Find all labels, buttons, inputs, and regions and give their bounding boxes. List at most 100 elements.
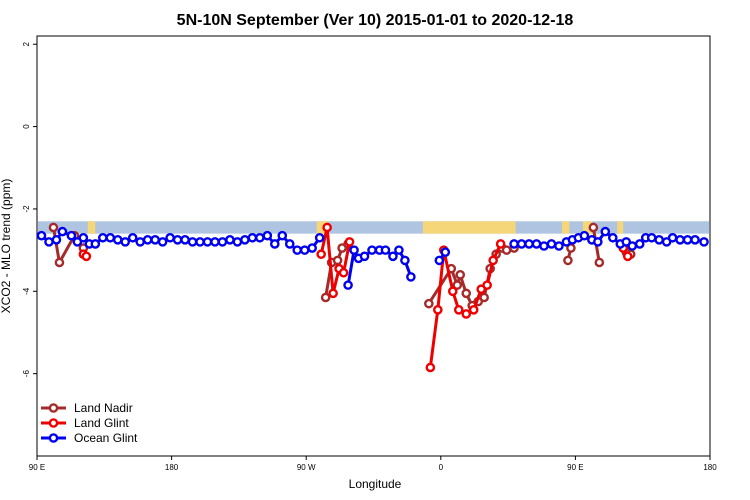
data-point — [135, 237, 145, 247]
data-point — [667, 232, 678, 243]
data-point — [479, 292, 489, 303]
data-point — [112, 235, 123, 245]
data-point — [482, 280, 492, 290]
data-point — [172, 235, 183, 245]
series-layer — [36, 222, 709, 373]
legend-label: Land Nadir — [74, 401, 133, 415]
data-point — [546, 239, 557, 249]
data-point — [593, 237, 603, 247]
data-point — [424, 298, 434, 309]
data-point — [607, 232, 618, 243]
data-point — [440, 247, 451, 257]
data-point — [120, 237, 131, 247]
data-point — [690, 235, 700, 245]
data-point — [579, 230, 590, 241]
x-tick-label: 90 W — [297, 463, 316, 472]
legend-marker — [48, 403, 59, 413]
data-point — [367, 245, 377, 255]
data-point — [627, 241, 638, 251]
chart-title: 5N-10N September (Ver 10) 2015-01-01 to … — [177, 12, 574, 29]
data-point — [332, 255, 343, 266]
data-point — [452, 280, 463, 290]
data-point — [105, 232, 116, 243]
data-point — [400, 255, 410, 266]
data-point — [180, 235, 190, 245]
y-tick-label: 2 — [22, 41, 31, 46]
axes: 90 E 180 90 W 0 90 E 180 2 0 -2 -4 -6 — [22, 41, 717, 472]
data-point — [78, 232, 89, 243]
data-point — [36, 230, 47, 241]
data-point — [634, 239, 645, 249]
data-point — [157, 237, 168, 247]
land-band-segment — [561, 221, 570, 234]
data-point — [262, 230, 273, 241]
data-point — [48, 222, 59, 233]
data-point — [284, 239, 295, 249]
x-tick-label: 180 — [165, 463, 179, 472]
legend-label: Land Glint — [74, 416, 129, 430]
data-point — [447, 286, 458, 297]
data-point — [98, 232, 108, 243]
land-band-segment — [582, 221, 592, 234]
x-tick-label: 180 — [703, 463, 717, 472]
data-point — [165, 232, 175, 243]
data-point — [328, 288, 338, 299]
land-band-segment — [617, 221, 624, 234]
data-point — [675, 235, 685, 245]
data-point — [433, 305, 443, 315]
data-point — [461, 309, 472, 319]
data-point — [468, 305, 479, 315]
data-point — [594, 257, 605, 268]
legend-label: Ocean Glint — [74, 431, 138, 445]
data-point — [501, 245, 512, 255]
data-point — [54, 257, 65, 268]
data-point — [554, 241, 564, 251]
data-point — [247, 232, 258, 243]
data-point — [202, 237, 213, 247]
data-point — [322, 222, 332, 233]
data-point — [90, 239, 101, 249]
data-point — [349, 245, 359, 255]
data-point — [600, 226, 611, 237]
y-tick-label: -6 — [22, 370, 31, 378]
x-tick-label: 90 E — [29, 463, 45, 472]
data-point — [509, 239, 519, 249]
data-point — [682, 235, 693, 245]
data-point — [187, 237, 198, 247]
data-point — [269, 239, 280, 249]
data-point — [394, 245, 404, 255]
data-point — [299, 245, 310, 255]
data-point — [646, 232, 657, 243]
y-tick-label: -4 — [22, 287, 31, 295]
data-point — [461, 288, 472, 299]
data-point — [320, 292, 331, 303]
data-point — [240, 235, 250, 245]
data-point — [232, 237, 243, 247]
data-point — [210, 237, 220, 247]
data-point — [654, 235, 664, 245]
legend-marker — [48, 433, 59, 443]
data-point — [359, 251, 370, 262]
data-point — [425, 362, 436, 373]
series-ocean-glint — [36, 226, 709, 290]
data-point — [434, 255, 445, 266]
data-point — [255, 232, 265, 243]
y-axis-label: XCO2 - MLO trend (ppm) — [0, 179, 13, 314]
data-point — [343, 280, 353, 290]
data-point — [622, 251, 633, 262]
y-tick-label: -2 — [22, 205, 31, 213]
data-point — [127, 232, 138, 243]
data-point — [217, 237, 228, 247]
legend-marker — [48, 418, 59, 428]
data-point — [588, 222, 599, 233]
data-point — [524, 239, 534, 249]
data-point — [563, 255, 573, 266]
data-point — [81, 251, 92, 262]
data-point — [57, 226, 68, 237]
data-point — [344, 237, 355, 247]
data-point — [307, 243, 317, 253]
x-tick-label: 90 E — [567, 463, 583, 472]
data-point — [44, 237, 54, 247]
